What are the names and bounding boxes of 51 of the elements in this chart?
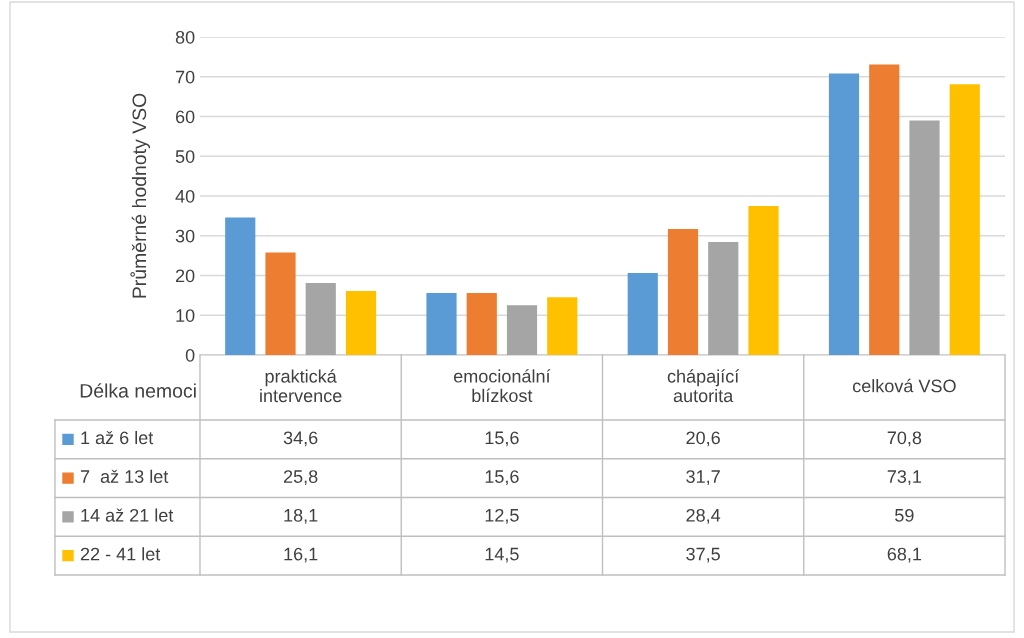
y-axis-title: Průměrné hodnoty VSO: [130, 93, 151, 298]
bar: [345, 291, 377, 355]
x-tick-label: praktická intervence: [260, 369, 342, 403]
data-label: 34,6: [283, 431, 318, 447]
y-tick-label: 30: [175, 229, 195, 243]
bar: [627, 273, 658, 355]
bar: [708, 242, 739, 355]
y-tick-label: 10: [176, 309, 195, 322]
x-tick-label: celková VSO: [852, 378, 956, 393]
data-label: 70,8: [887, 431, 922, 447]
bar: [909, 120, 940, 355]
y-tick-label: 80: [175, 30, 195, 44]
bar: [667, 228, 699, 355]
bar: [547, 297, 578, 355]
bar: [869, 64, 900, 355]
data-label: 31,7: [686, 470, 720, 486]
bar: [466, 292, 497, 355]
legend-label: 7 až 13 let: [80, 469, 169, 483]
bar: [506, 305, 538, 355]
data-label: 18,1: [284, 508, 318, 524]
bar: [748, 205, 779, 355]
data-label: 16,1: [284, 547, 318, 563]
data-label: 15,6: [485, 431, 519, 447]
data-label: 15,6: [485, 470, 519, 486]
x-tick-label: emocionální blízkost: [453, 369, 551, 403]
data-label: 20,6: [686, 431, 720, 447]
y-tick-label: 60: [175, 110, 195, 124]
legend-label: 22 - 41 let: [80, 547, 161, 561]
legend-title: Délka nemoci: [80, 383, 196, 398]
data-label: 25,8: [283, 470, 318, 486]
y-tick-label: 40: [175, 189, 195, 203]
y-tick-label: 50: [175, 150, 195, 163]
data-label: 73,1: [887, 470, 922, 486]
y-tick-label: 70: [175, 70, 195, 84]
x-tick-label: chápající autorita: [667, 369, 740, 403]
data-label: 68,1: [887, 547, 922, 563]
data-label: 14,5: [485, 547, 519, 563]
bar: [426, 292, 457, 355]
y-tick-label: 0: [185, 348, 195, 362]
y-tick-label: 20: [175, 269, 195, 283]
bar: [265, 252, 296, 355]
data-label: 37,5: [686, 547, 720, 563]
bar: [949, 84, 980, 355]
bar: [305, 283, 336, 355]
data-label: 59: [895, 508, 914, 522]
bar: [828, 73, 860, 355]
data-label: 28,4: [686, 508, 721, 524]
legend-label: 1 až 6 let: [81, 430, 154, 445]
data-label: 12,5: [485, 508, 519, 524]
bar: [225, 217, 256, 355]
legend-label: 14 až 21 let: [81, 508, 174, 522]
